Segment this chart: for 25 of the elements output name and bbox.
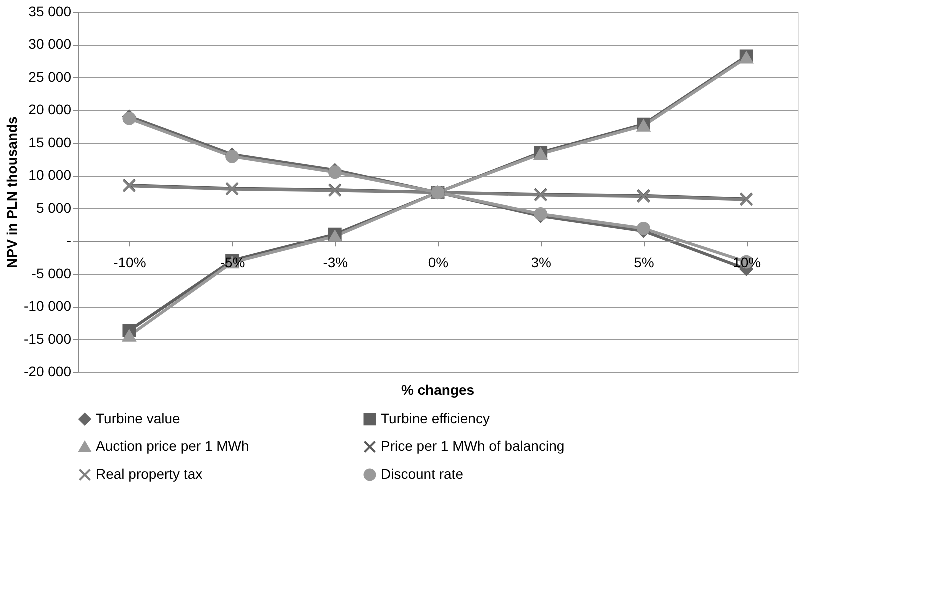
- y-tick-label: -20 000: [24, 364, 72, 380]
- y-tick-label: 5 000: [36, 200, 72, 216]
- y-tick-label: 15 000: [28, 134, 72, 150]
- x-tick-label: 3%: [531, 254, 552, 271]
- y-tick-label: 10 000: [28, 167, 72, 184]
- x-tick-label: -10%: [114, 254, 146, 271]
- y-tick-label: -5 000: [32, 265, 72, 282]
- y-tick-label: -: [66, 232, 72, 249]
- legend-label: Auction price per 1 MWh: [96, 438, 250, 454]
- y-tick-label: 30 000: [28, 36, 72, 52]
- y-tick-label: 20 000: [28, 102, 72, 118]
- y-axis-title: NPV in PLN thousands: [4, 116, 20, 268]
- y-tick-label: 35 000: [28, 4, 72, 20]
- y-tick-label: 25 000: [28, 68, 72, 85]
- y-tick-label: -10 000: [24, 298, 72, 314]
- legend-label: Turbine value: [96, 410, 181, 426]
- legend-label: Real property tax: [96, 466, 203, 482]
- x-tick-label: 5%: [634, 254, 654, 271]
- legend-label: Turbine efficiency: [381, 410, 490, 426]
- x-axis-title: % changes: [401, 382, 475, 398]
- y-tick-label: -15 000: [24, 330, 72, 347]
- x-tick-label: 0%: [428, 254, 449, 271]
- legend-label: Discount rate: [381, 466, 464, 482]
- x-tick-label: -3%: [323, 254, 348, 271]
- legend-label: Price per 1 MWh of balancing: [381, 438, 565, 454]
